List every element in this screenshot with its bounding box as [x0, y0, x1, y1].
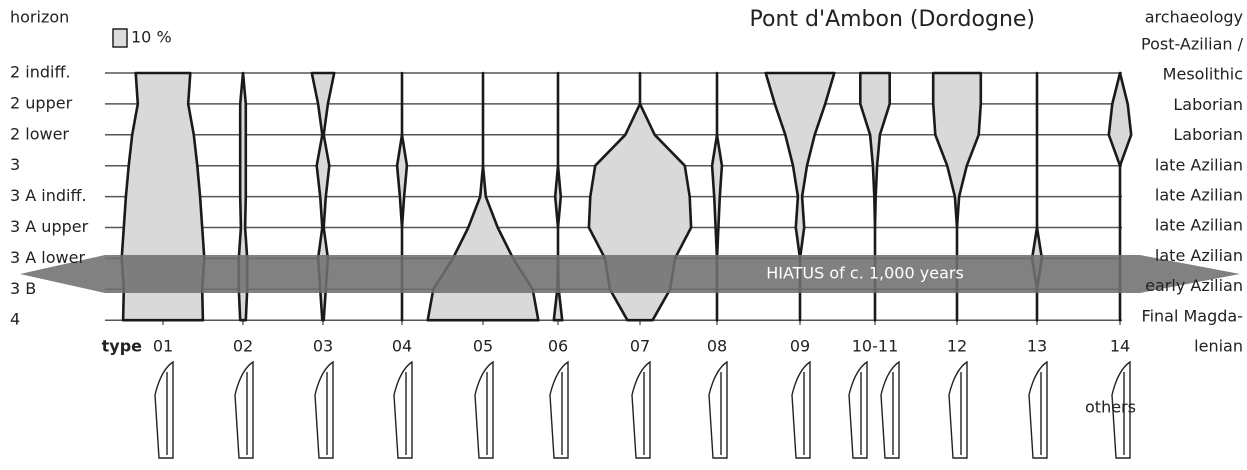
- tool-drawing: [848, 360, 868, 459]
- tool-drawing: [314, 360, 334, 459]
- labels: 2 indiff. 2 upper 2 lower 3 3 A indiff. 3 A u…: [10, 35, 1244, 356]
- archaeology-label: Laborian: [1173, 95, 1243, 114]
- type-label: 07: [630, 337, 650, 356]
- type-label: 06: [548, 337, 568, 356]
- title: Pont d'Ambon (Dordogne): [750, 7, 1035, 32]
- horizon-label: 3 B: [10, 279, 36, 298]
- tool-drawing: [708, 360, 728, 459]
- battleship: [764, 71, 836, 322]
- type-label: 08: [707, 337, 727, 356]
- tool-drawing: [1111, 360, 1131, 459]
- right-heading: archaeology: [1145, 8, 1243, 27]
- type-label: 09: [790, 337, 810, 356]
- battleship: [931, 71, 983, 322]
- scale-icon: [112, 28, 128, 48]
- battleship: [1107, 71, 1133, 322]
- type-label: 03: [313, 337, 333, 356]
- tool-drawing: [880, 360, 900, 459]
- archaeology-label: late Azilian: [1155, 216, 1243, 235]
- horizon-label: 2 indiff.: [10, 63, 71, 82]
- battleship: [858, 71, 892, 322]
- battleship: [310, 71, 336, 322]
- type-label: 01: [153, 337, 173, 356]
- type-heading: type: [102, 337, 143, 356]
- type-label: 10-11: [852, 337, 899, 356]
- tool-drawing: [234, 360, 254, 459]
- hiatus-label: HIATUS of c. 1,000 years: [766, 264, 964, 283]
- type-label: 02: [233, 337, 253, 356]
- scale-label: 10 %: [131, 28, 172, 47]
- archaeology-label: early Azilian: [1145, 276, 1243, 295]
- type-label: 13: [1027, 337, 1047, 356]
- tool-drawings: [154, 360, 1131, 459]
- battleship: [710, 71, 724, 322]
- horizon-label: 2 lower: [10, 124, 69, 143]
- type-label: 05: [473, 337, 493, 356]
- battleship: [552, 71, 564, 322]
- tool-drawing: [631, 360, 651, 459]
- hiatus-arrow: [20, 255, 1240, 293]
- archaeology-label: late Azilian: [1155, 155, 1243, 174]
- tool-drawing: [154, 360, 174, 459]
- horizon-label: 3 A lower: [10, 248, 85, 267]
- horizon-label: 3 A upper: [10, 217, 89, 236]
- others-label: others: [1085, 398, 1136, 417]
- horizon-label: 2 upper: [10, 93, 73, 112]
- tool-drawing: [393, 360, 413, 459]
- archaeology-label: Final Magda-: [1142, 306, 1243, 325]
- tool-drawing: [549, 360, 569, 459]
- tool-drawing: [948, 360, 968, 459]
- left-heading: horizon: [10, 8, 69, 27]
- archaeology-label: Laborian: [1173, 125, 1243, 144]
- type-label: 04: [392, 337, 412, 356]
- type-label: 12: [947, 337, 967, 356]
- archaeology-label: lenian: [1194, 337, 1243, 356]
- horizon-label: 3: [10, 155, 20, 174]
- tool-drawing: [1028, 360, 1048, 459]
- horizon-label: 4: [10, 310, 20, 329]
- archaeology-label: Mesolithic: [1163, 65, 1243, 84]
- archaeology-label: late Azilian: [1155, 186, 1243, 205]
- archaeology-label: late Azilian: [1155, 246, 1243, 265]
- tool-drawing: [474, 360, 494, 459]
- tool-drawing: [791, 360, 811, 459]
- type-label: 14: [1110, 337, 1130, 356]
- battleship: [395, 71, 409, 322]
- hiatus-band: HIATUS of c. 1,000 years: [20, 255, 1240, 293]
- archaeology-label: Post-Azilian /: [1141, 35, 1244, 54]
- horizon-label: 3 A indiff.: [10, 186, 87, 205]
